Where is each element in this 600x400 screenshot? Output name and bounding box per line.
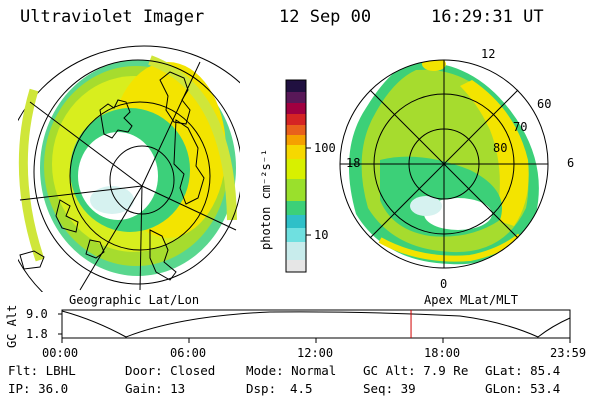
ip-info: IP: 36.0 (8, 381, 69, 396)
magnetic-polar-image (339, 59, 549, 269)
time-tick-0600: 06:00 (170, 346, 207, 360)
colorbar-tick-100: 100 (314, 141, 336, 155)
colorbar-tick-10: 10 (314, 228, 329, 242)
geographic-auroral-image (18, 45, 240, 292)
colorbar-unit-label: photon cm⁻²s⁻¹ (259, 148, 273, 250)
gain-info: Gain: 13 (125, 381, 186, 396)
dsp-value: 4.5 (290, 381, 313, 396)
door-info: Door: Closed (125, 363, 216, 378)
mode-info: Mode: Normal (246, 363, 337, 378)
instrument-title: Ultraviolet Imager (20, 7, 205, 27)
time-label: 16:29:31 UT (431, 7, 544, 27)
altitude-plot (58, 309, 571, 343)
time-tick-1200: 12:00 (297, 346, 334, 360)
time-tick-2359: 23:59 (550, 346, 587, 360)
filter-info: Flt: LBHL (8, 363, 76, 378)
mlt-label-dawn: 6 (567, 156, 575, 170)
altitude-tick-max: 9.0 (26, 307, 48, 321)
magnetic-caption: Apex MLat/MLT (424, 293, 518, 307)
time-tick-0000: 00:00 (42, 346, 79, 360)
altitude-tick-min: 1.8 (26, 327, 48, 341)
mlt-label-noon: 12 (481, 47, 496, 61)
photon-flux-colorbar (285, 79, 311, 273)
mlt-label-midnight: 0 (440, 277, 448, 291)
glon-info: GLon: 53.4 (485, 381, 561, 396)
geographic-caption: Geographic Lat/Lon (69, 293, 200, 307)
mlat-label-80: 80 (493, 141, 508, 155)
mlt-label-dusk: 18 (346, 156, 361, 170)
gc-alt-info: GC Alt: 7.9 Re (363, 363, 469, 378)
date-label: 12 Sep 00 (279, 7, 372, 27)
mlat-label-60: 60 (537, 97, 552, 111)
time-tick-1800: 18:00 (424, 346, 461, 360)
glat-info: GLat: 85.4 (485, 363, 561, 378)
mlat-label-70: 70 (513, 120, 528, 134)
altitude-axis-label: GC Alt (5, 304, 19, 348)
seq-info: Seq: 39 (363, 381, 416, 396)
dsp-label: Dsp: (246, 381, 277, 396)
